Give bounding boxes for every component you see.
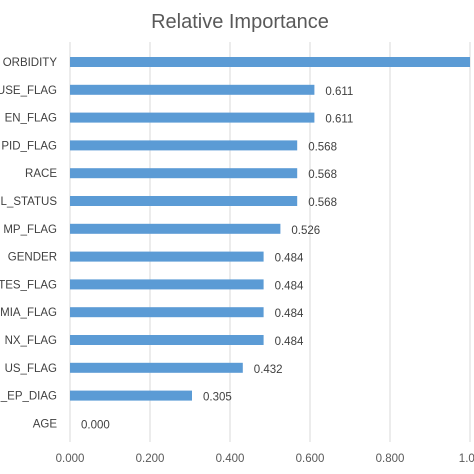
data-label: 0.484 <box>275 308 304 320</box>
data-label: 0.611 <box>325 114 353 126</box>
bar <box>70 390 192 401</box>
bar <box>70 168 298 179</box>
bar <box>70 140 298 151</box>
data-label: 0.568 <box>308 141 337 153</box>
bar <box>70 196 298 206</box>
data-label: 0.484 <box>275 253 304 265</box>
bars <box>70 57 470 401</box>
bar <box>70 307 264 318</box>
x-tick-label: 0.600 <box>296 453 325 465</box>
data-label: 0.568 <box>308 197 337 209</box>
x-tick-label: 0.400 <box>216 453 245 465</box>
category-labels: ORBIDITY USE_FLAG EN_FLAG PID_FLAG RACE L_STA… <box>0 57 57 430</box>
data-label: 0.000 <box>81 419 110 431</box>
category-label: MIA_FLAG <box>0 307 57 319</box>
category-label: US_FLAG <box>5 363 57 375</box>
x-tick-label: 0.800 <box>376 453 405 465</box>
data-label: 0.611 <box>325 86 353 98</box>
data-label: 0.484 <box>275 336 304 348</box>
bar <box>70 335 264 345</box>
data-label: 0.526 <box>291 225 320 237</box>
data-label: 0.432 <box>254 364 283 376</box>
x-axis-ticks: 0.000 0.200 0.400 0.600 0.800 1.00 <box>56 453 474 465</box>
data-label: 0.305 <box>203 392 232 404</box>
bar <box>70 57 470 67</box>
category-label: PID_FLAG <box>1 140 57 152</box>
category-label: NX_FLAG <box>5 335 57 347</box>
x-tick-label: 0.000 <box>56 453 85 465</box>
bar <box>70 223 281 234</box>
chart-title: Relative Importance <box>151 11 329 33</box>
bar <box>70 84 315 95</box>
data-label: 0.484 <box>275 280 304 292</box>
category-label: EN_FLAG <box>5 113 57 125</box>
category-label: MP_FLAG <box>3 224 57 236</box>
bar <box>70 362 243 373</box>
category-label: ORBIDITY <box>3 57 58 69</box>
category-label: _EP_DIAG <box>0 391 57 403</box>
grid-lines <box>69 42 471 442</box>
category-label: USE_FLAG <box>0 85 57 97</box>
category-label: GENDER <box>8 252 57 264</box>
bar <box>70 279 264 290</box>
category-label: AGE <box>33 418 58 430</box>
x-tick-label: 1.00 <box>459 453 474 465</box>
data-labels: 0.611 0.611 0.568 0.568 0.568 0.526 0.484 0.484… <box>81 86 353 432</box>
x-tick-label: 0.200 <box>136 453 165 465</box>
bar <box>70 112 315 123</box>
category-label: TES_FLAG <box>0 279 57 291</box>
category-label: RACE <box>25 168 57 180</box>
data-label: 0.568 <box>308 169 337 181</box>
bar <box>70 251 264 262</box>
category-label: L_STATUS <box>1 196 58 208</box>
